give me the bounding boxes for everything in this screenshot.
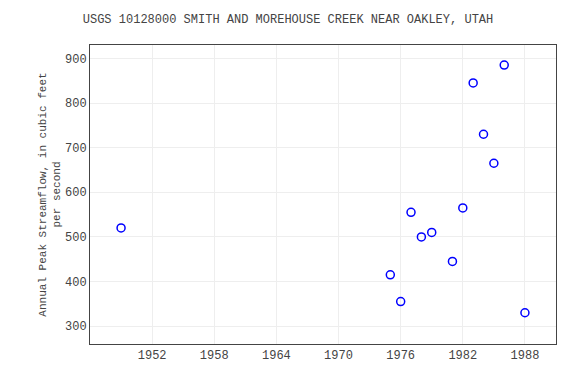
svg-text:Annual Peak Streamflow, in cub: Annual Peak Streamflow, in cubic feetper… (37, 72, 63, 316)
svg-text:1964: 1964 (262, 349, 291, 363)
svg-text:700: 700 (65, 142, 87, 156)
svg-text:900: 900 (65, 53, 87, 67)
svg-text:300: 300 (65, 320, 87, 334)
svg-text:1988: 1988 (511, 349, 540, 363)
svg-text:1952: 1952 (138, 349, 167, 363)
svg-text:400: 400 (65, 276, 87, 290)
svg-text:1976: 1976 (386, 349, 415, 363)
svg-text:1958: 1958 (200, 349, 229, 363)
svg-text:1982: 1982 (448, 349, 477, 363)
svg-text:800: 800 (65, 97, 87, 111)
svg-text:1970: 1970 (324, 349, 353, 363)
svg-text:500: 500 (65, 231, 87, 245)
svg-text:600: 600 (65, 186, 87, 200)
svg-text:USGS 10128000 SMITH AND MOREHO: USGS 10128000 SMITH AND MOREHOUSE CREEK … (83, 13, 493, 27)
